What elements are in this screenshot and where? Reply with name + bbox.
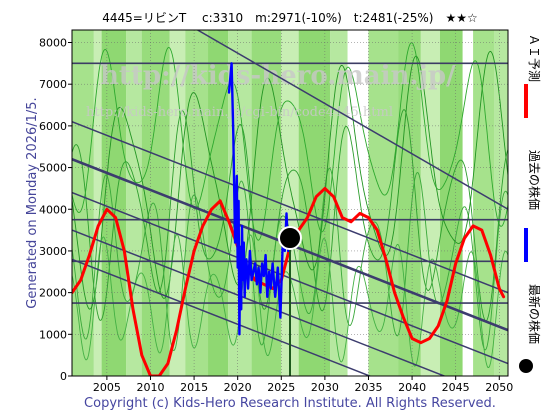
y-tick-label: 6000 (39, 120, 67, 133)
watermark-url-small: http://kids-hero.main.jp/cgi-bin/code444… (86, 105, 393, 120)
x-tick-label: 2045 (442, 381, 470, 394)
chart-title: 4445=リビンT c:3310 m:2971(-10%) t:2481(-25… (102, 11, 477, 25)
x-axis-ticks: 2005 2010 2015 2020 2025 2030 2035 2040 2045 2050 (93, 376, 513, 394)
y-tick-label: 2000 (39, 287, 67, 300)
x-tick-label: 2035 (354, 381, 382, 394)
y-tick-label: 3000 (39, 245, 67, 258)
copyright-footer: Copyright (c) Kids-Hero Research Institu… (84, 396, 496, 411)
x-tick-label: 2030 (311, 381, 339, 394)
plot-frame (71, 29, 509, 377)
y-tick-label: 7000 (39, 78, 67, 91)
legend-swatch-circle (519, 359, 533, 373)
green-band (72, 30, 94, 376)
legend-label: ＡＩ予測 (527, 34, 541, 82)
legend-label: 過去の株価 (527, 150, 542, 210)
green-band (462, 30, 474, 376)
y-tick-label: 0 (60, 370, 67, 383)
y-tick-label: 1000 (39, 328, 67, 341)
x-tick-label: 2015 (180, 381, 208, 394)
diagonal-trend-line (197, 30, 508, 210)
y-tick-label: 8000 (39, 37, 67, 50)
generated-date: Generated on Monday 2026/1/5. (25, 97, 40, 308)
diagonal-trend-line (72, 121, 508, 294)
y-tick-label: 5000 (39, 162, 67, 175)
x-tick-label: 2020 (224, 381, 252, 394)
cycle-line (72, 42, 508, 241)
green-band (439, 30, 463, 376)
past-price-line (227, 62, 292, 336)
x-tick-label: 2010 (136, 381, 164, 394)
green-band (185, 30, 209, 376)
current-price-marker-layer (278, 226, 302, 376)
green-band (494, 30, 508, 376)
legend-label: 最新の株価 (527, 284, 542, 344)
current-price-marker (278, 226, 302, 251)
watermark: http://kids-hero.main.jp/ http://kids-he… (86, 61, 456, 120)
green-band (281, 30, 299, 376)
x-tick-label: 2005 (93, 381, 121, 394)
y-tick-label: 4000 (39, 203, 67, 216)
x-tick-label: 2040 (398, 381, 426, 394)
x-tick-label: 2025 (267, 381, 295, 394)
cycle-line (72, 50, 508, 310)
y-axis-ticks: 0 1000 2000 3000 4000 5000 6000 7000 8000 (39, 37, 72, 383)
x-tick-label: 2050 (485, 381, 513, 394)
